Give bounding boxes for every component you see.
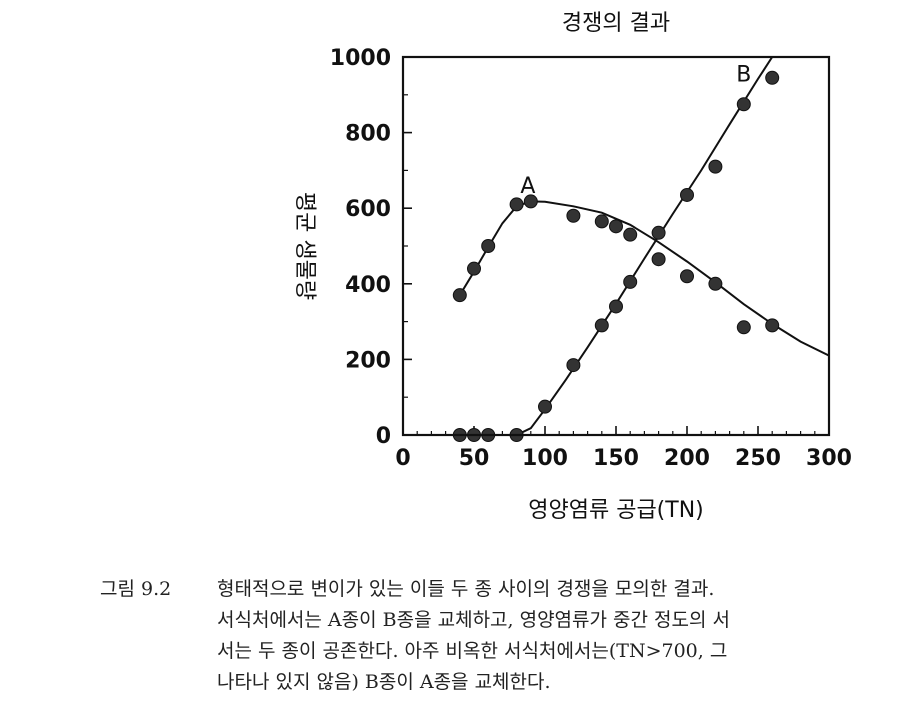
series-a-point	[452, 288, 467, 303]
x-tick-label: 300	[806, 446, 852, 471]
series-a-point	[609, 219, 623, 234]
x-tick-label: 200	[664, 446, 710, 471]
series-b-point	[623, 274, 638, 289]
caption-line-4: 나타나 있지 않음) B종이 A종을 교체한다.	[217, 671, 551, 693]
y-axis-label: 평균 생물량	[292, 192, 317, 300]
series-b-point	[594, 318, 609, 333]
series-b-label: B	[736, 63, 751, 88]
series-a-point	[523, 194, 538, 209]
series-b-point	[736, 97, 751, 112]
series-b-point	[708, 159, 723, 174]
chart-title: 경쟁의 결과	[562, 11, 670, 36]
x-axis-label: 영양염류 공급(TN)	[528, 498, 704, 523]
caption-line-1: 형태적으로 변이가 있는 이들 두 종 사이의 경쟁을 모의한 결과.	[217, 578, 715, 600]
series-a-point	[509, 197, 524, 212]
figure-number: 그림 9.2	[100, 578, 172, 600]
series-a-point	[708, 276, 723, 291]
y-tick-label: 1000	[330, 46, 391, 71]
series-b-curve	[516, 57, 774, 435]
series-b-point	[651, 225, 666, 240]
series-b-point	[609, 299, 623, 314]
y-tick-label: 400	[345, 273, 391, 298]
x-tick-label: 0	[395, 446, 410, 471]
series-a-point	[566, 208, 581, 223]
caption-line-3: 서는 두 종이 공존한다. 아주 비옥한 서식처에서는(TN>700, 그	[217, 640, 728, 662]
x-tick-label: 250	[735, 446, 781, 471]
x-tick-label: 100	[522, 446, 568, 471]
series-b-point	[538, 399, 552, 414]
plot-frame	[401, 55, 831, 437]
series-b-point	[566, 358, 581, 373]
series-a-point	[594, 214, 609, 229]
series-a-curve	[458, 200, 829, 357]
series-a-label: A	[520, 174, 535, 199]
series-b-point	[765, 70, 780, 85]
chart: 경쟁의 결과 0 50 100 150 200 250 300 0 200 400 600 800 100…	[292, 11, 852, 523]
y-tick-label: 800	[345, 122, 391, 147]
series-a-point	[680, 269, 694, 284]
y-tick-label: 0	[376, 424, 391, 449]
y-tick-label: 200	[345, 348, 391, 373]
x-tick-label: 50	[459, 446, 490, 471]
series-a-point	[467, 261, 481, 276]
series-a-point	[623, 227, 638, 242]
caption-line-2: 서식처에서는 A종이 B종을 교체하고, 영양염류가 중간 정도의 서	[217, 609, 731, 631]
x-tick-label: 150	[593, 446, 639, 471]
series-a-point	[765, 318, 780, 333]
series-a-point	[481, 239, 496, 253]
y-tick-label: 600	[345, 197, 391, 222]
series-a-point	[651, 252, 666, 267]
series-b-point	[680, 187, 694, 202]
series-a-point	[736, 320, 751, 335]
